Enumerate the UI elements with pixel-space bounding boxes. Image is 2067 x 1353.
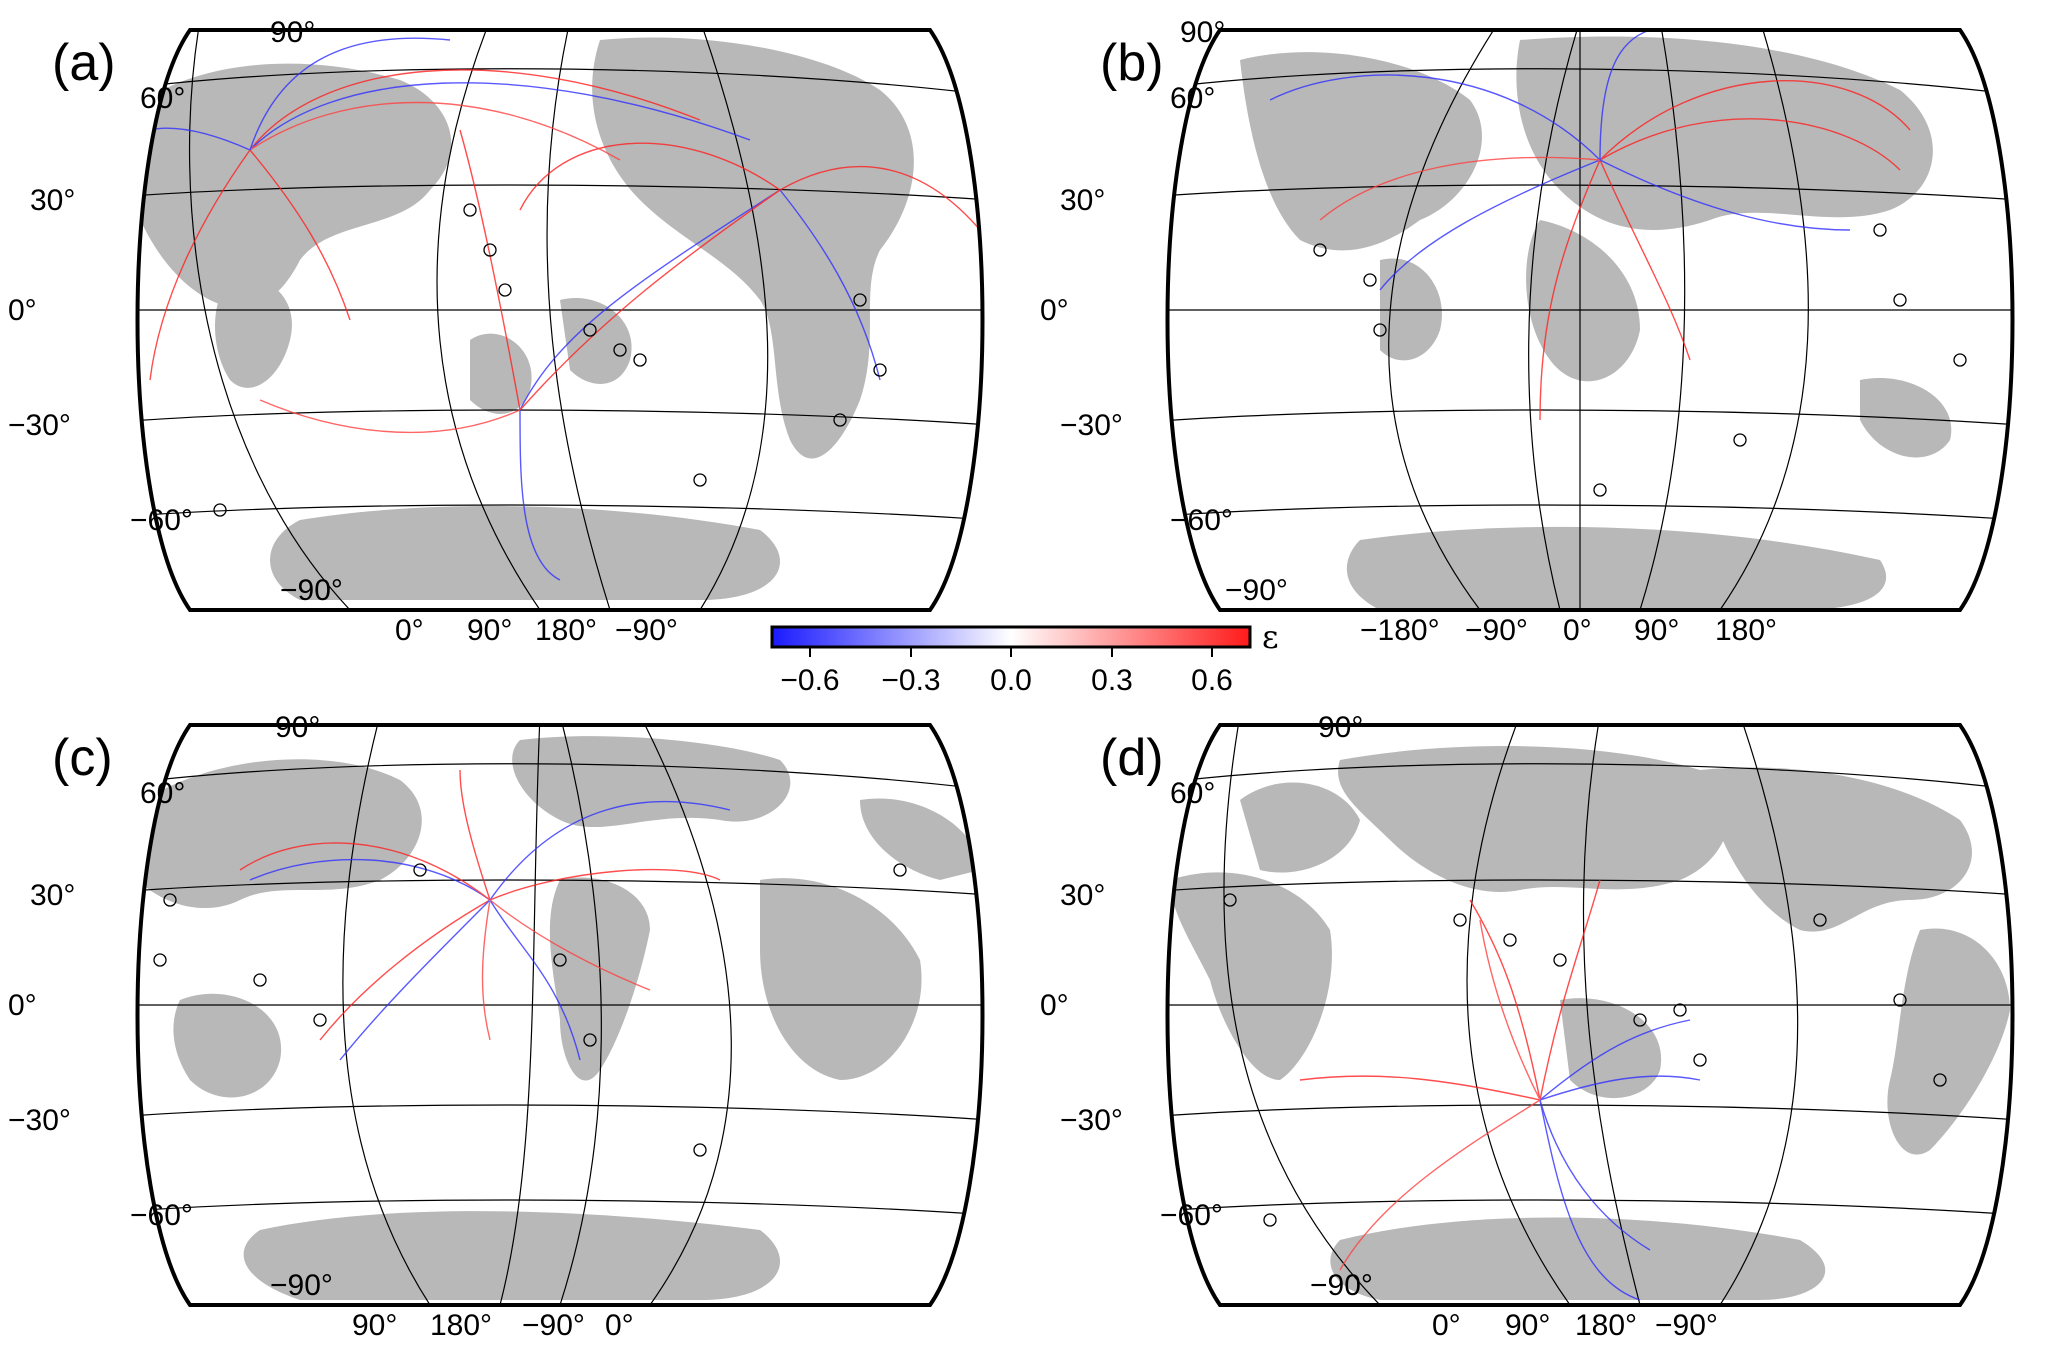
panel-label: (b) (1100, 34, 1164, 92)
colorbar-tick: −0.6 (780, 664, 839, 697)
graticule (137, 30, 983, 610)
lon-label: 0° (1432, 1309, 1461, 1342)
lat-label-30: 30° (1060, 184, 1105, 217)
map-panel-c: (c) 90° 60° 30° 0° −30° −60° −90° 90° 18… (8, 711, 985, 1342)
lon-label: −90° (615, 614, 678, 647)
lat-label-m30: −30° (1060, 1104, 1123, 1137)
graticule (1167, 725, 2013, 1305)
lon-label: 90° (1505, 1309, 1550, 1342)
lat-label-60: 60° (140, 777, 185, 810)
panel-label: (a) (52, 34, 116, 92)
colorbar-tick: 0.0 (990, 664, 1032, 697)
land-masses (1240, 36, 1952, 610)
lat-label-30: 30° (30, 879, 75, 912)
lon-label: −180° (1360, 614, 1440, 647)
lat-label-30: 30° (30, 184, 75, 217)
lon-label: −90° (1465, 614, 1528, 647)
lat-label-90: 90° (1318, 711, 1363, 744)
lat-label-60: 60° (1170, 777, 1215, 810)
lon-label: 0° (605, 1309, 634, 1342)
lon-label: 90° (1634, 614, 1679, 647)
lat-label-90: 90° (270, 16, 315, 49)
lat-label-m90: −90° (1310, 1269, 1373, 1302)
map-panel-d: (d) 90° 60° 30° 0° −30° −60° −90° 0° 90°… (1040, 711, 2015, 1342)
map-frame (135, 723, 985, 1307)
land-masses (1170, 746, 2010, 1300)
lat-label-m30: −30° (8, 1104, 71, 1137)
ray-paths (239, 769, 731, 1061)
lon-label: 0° (1563, 614, 1592, 647)
stations (1313, 223, 1967, 497)
panel-label: (c) (52, 729, 113, 787)
lat-label-m30: −30° (8, 409, 71, 442)
lat-label-60: 60° (1170, 82, 1215, 115)
map-frame (1165, 28, 2015, 612)
lat-label-m60: −60° (1170, 504, 1233, 537)
ray-paths (137, 37, 981, 581)
ray-paths (1299, 879, 1701, 1301)
graticule (1167, 30, 2013, 610)
lat-label-m30: −30° (1060, 409, 1123, 442)
stations (1223, 893, 1947, 1227)
lat-label-0: 0° (1040, 989, 1069, 1022)
lat-label-m90: −90° (1225, 574, 1288, 607)
lat-label-90: 90° (275, 711, 320, 744)
ray-paths (1269, 30, 1911, 421)
colorbar-tick: −0.3 (881, 664, 940, 697)
lon-label: −90° (1655, 1309, 1718, 1342)
lon-label: 180° (430, 1309, 492, 1342)
colorbar-symbol: ε (1262, 618, 1279, 656)
lat-label-0: 0° (8, 989, 37, 1022)
lon-label: 0° (395, 614, 424, 647)
panel-label: (d) (1100, 729, 1164, 787)
lat-label-m60: −60° (130, 1199, 193, 1232)
map-frame (135, 28, 985, 612)
lat-label-m90: −90° (280, 574, 343, 607)
lat-label-90: 90° (1180, 16, 1225, 49)
lon-label: 180° (535, 614, 597, 647)
lon-label: −90° (522, 1309, 585, 1342)
lat-label-0: 0° (1040, 294, 1069, 327)
lat-label-m60: −60° (1160, 1199, 1223, 1232)
lon-label: 180° (1575, 1309, 1637, 1342)
colorbar-tick: 0.6 (1191, 664, 1233, 697)
colorbar-tick: 0.3 (1091, 664, 1133, 697)
lon-label: 180° (1715, 614, 1777, 647)
map-panel-a: (a) 90° 60° 30° 0° −30° −60° −90° 0° 90°… (8, 16, 985, 647)
map-frame (1165, 723, 2015, 1307)
stations (153, 863, 907, 1157)
map-panel-b: (b) 90° 60° 30° 0° −30° −60° −90° −180° … (1040, 16, 2015, 647)
stations (213, 203, 887, 517)
colorbar-gradient (770, 625, 1252, 649)
lat-label-30: 30° (1060, 879, 1105, 912)
lon-label: 90° (352, 1309, 397, 1342)
colorbar: ε −0.6 −0.3 0.0 0.3 0.6 (770, 618, 1279, 697)
lat-label-m90: −90° (270, 1269, 333, 1302)
lat-label-0: 0° (8, 294, 37, 327)
lat-label-m60: −60° (130, 504, 193, 537)
land-masses (137, 37, 914, 600)
lat-label-60: 60° (140, 82, 185, 115)
graticule (137, 725, 983, 1305)
lon-label: 90° (467, 614, 512, 647)
